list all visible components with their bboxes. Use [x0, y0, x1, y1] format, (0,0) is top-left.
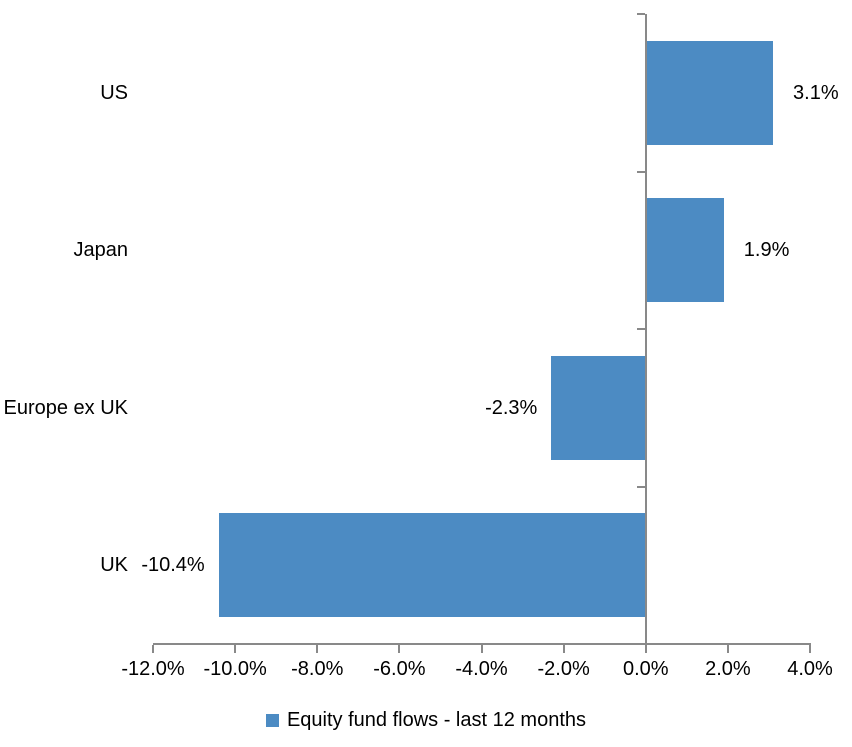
x-axis-tick — [234, 645, 237, 653]
x-axis-tick — [562, 645, 565, 653]
value-label: 3.1% — [793, 81, 839, 104]
x-axis-tick-label: -12.0% — [121, 658, 185, 680]
category-label: US — [100, 81, 128, 104]
x-axis-tick-label: 4.0% — [787, 658, 833, 680]
bar-uk — [218, 513, 646, 618]
value-label: -2.3% — [485, 396, 538, 419]
category-axis-tick — [636, 485, 645, 488]
category-axis-tick — [636, 170, 645, 173]
value-label: -10.4% — [141, 554, 205, 577]
category-axis-tick — [636, 13, 645, 15]
x-axis-tick-label: -6.0% — [373, 658, 426, 680]
category-axis-tick — [636, 328, 645, 330]
x-axis-tick-label: 0.0% — [622, 658, 669, 680]
x-axis-tick — [398, 645, 401, 653]
legend: Equity fund flows - last 12 months — [0, 706, 852, 734]
bar-japan — [645, 198, 724, 303]
x-axis-tick — [316, 645, 319, 653]
x-axis-tick-label: 2.0% — [705, 658, 751, 680]
x-axis-tick-label: -4.0% — [455, 658, 508, 680]
x-axis-tick — [480, 645, 483, 653]
bar-us — [645, 40, 774, 145]
x-axis-tick — [726, 645, 729, 653]
x-axis-tick — [152, 645, 154, 653]
x-axis-tick — [809, 645, 811, 653]
value-label: 1.9% — [743, 239, 790, 262]
category-label: Europe ex UK — [3, 396, 128, 419]
legend-swatch-icon — [265, 713, 279, 727]
x-axis-tick — [644, 645, 647, 653]
x-axis-tick-label: -2.0% — [537, 658, 590, 680]
legend-label: Equity fund flows - last 12 months — [286, 708, 587, 731]
y-axis-line — [644, 14, 647, 644]
category-label: UK — [100, 554, 128, 577]
bar-europe-ex-uk — [551, 355, 646, 460]
x-axis-tick-label: -8.0% — [291, 658, 344, 680]
x-axis-tick-label: -10.0% — [203, 658, 267, 680]
x-axis-line — [153, 643, 811, 645]
category-label: Japan — [73, 239, 129, 262]
